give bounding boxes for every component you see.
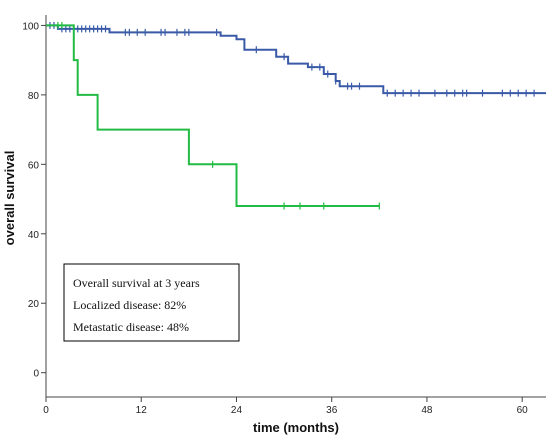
x-axis: 0 12 24 36 48 60 time (months) <box>43 396 546 435</box>
x-tick-label: 60 <box>517 405 529 416</box>
y-tick-label: 40 <box>28 230 40 241</box>
y-axis-ticks: 0 20 40 60 80 100 <box>22 21 46 380</box>
x-axis-ticks: 0 12 24 36 48 60 <box>43 397 528 416</box>
y-axis-title: overall survival <box>2 151 17 246</box>
y-tick-label: 80 <box>28 91 40 102</box>
y-axis: 0 20 40 60 80 100 overall survival <box>2 15 47 397</box>
annotation-box: Overall survival at 3 years Localized di… <box>63 263 240 342</box>
series-layer <box>46 21 546 210</box>
y-tick-label: 60 <box>28 160 40 171</box>
annotation-box-frame <box>63 263 240 342</box>
survival-series-1 <box>46 21 546 97</box>
y-tick-label: 20 <box>28 299 40 310</box>
x-tick-label: 48 <box>421 405 433 416</box>
y-tick-label: 100 <box>22 21 39 32</box>
annotation-line-3: Metastatic disease: 48% <box>73 320 189 334</box>
annotation-line-1: Overall survival at 3 years <box>73 276 200 290</box>
survival-curve <box>46 24 380 207</box>
x-tick-label: 0 <box>43 405 49 416</box>
survival-curve <box>46 24 546 95</box>
x-tick-label: 12 <box>136 405 148 416</box>
x-axis-title: time (months) <box>253 420 339 435</box>
x-tick-label: 24 <box>231 405 243 416</box>
survival-series-2 <box>46 21 380 210</box>
annotation-line-2: Localized disease: 82% <box>73 298 186 312</box>
x-tick-label: 36 <box>326 405 338 416</box>
y-tick-label: 0 <box>33 369 39 380</box>
